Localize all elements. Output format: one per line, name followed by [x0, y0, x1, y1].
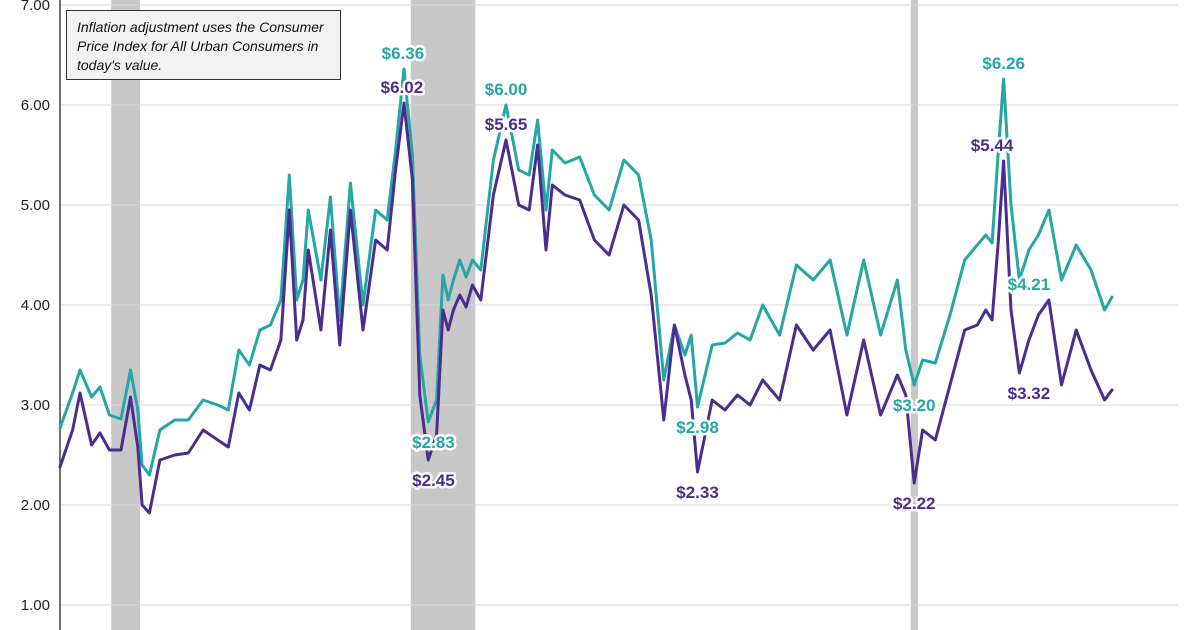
- data-label-nominal: $2.33: [676, 483, 719, 502]
- data-labels: $6.36 $6.02 $6.00 $5.65 $2.83 $2.45 $2.98 $2.33…: [378, 42, 1053, 516]
- y-tick-label: 2.00: [21, 497, 50, 514]
- data-label-nominal: $2.22: [893, 494, 936, 513]
- y-tick-label: 6.00: [21, 97, 50, 114]
- series-lines: [58, 67, 1114, 515]
- data-label-adjusted: $2.98: [676, 418, 719, 437]
- y-tick-label: 1.00: [21, 597, 50, 614]
- data-label-nominal: $5.44: [971, 136, 1014, 155]
- data-label-adjusted: $4.21: [1008, 275, 1051, 294]
- data-label-adjusted: $6.26: [982, 54, 1025, 73]
- inflation-note-text: Inflation adjustment uses the Consumer P…: [77, 19, 324, 73]
- recession-band-1: [111, 0, 141, 630]
- y-tick-label: 4.00: [21, 297, 50, 314]
- data-label-nominal: $6.02: [381, 78, 424, 97]
- series-line-adjusted: [58, 67, 1114, 477]
- y-axis: 1.00 2.00 3.00 4.00 5.00 6.00 7.00: [21, 0, 61, 630]
- data-label-adjusted: $3.20: [893, 396, 936, 415]
- data-label-adjusted: $2.83: [412, 433, 455, 452]
- y-tick-label: 5.00: [21, 197, 50, 214]
- inflation-note-box: Inflation adjustment uses the Consumer P…: [66, 10, 341, 80]
- recession-band-3: [910, 0, 919, 630]
- data-label-nominal: $3.32: [1008, 384, 1051, 403]
- data-label-adjusted: $6.36: [382, 44, 425, 63]
- data-label-nominal: $5.65: [485, 115, 528, 134]
- y-tick-label: 7.00: [21, 0, 50, 14]
- data-label-nominal: $2.45: [412, 471, 455, 490]
- series-line-nominal: [58, 101, 1114, 515]
- data-label-adjusted: $6.00: [485, 80, 528, 99]
- y-tick-label: 3.00: [21, 397, 50, 414]
